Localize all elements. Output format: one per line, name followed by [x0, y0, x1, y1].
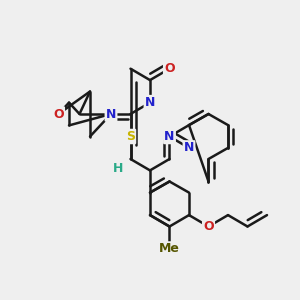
- Text: Me: Me: [159, 242, 180, 256]
- Text: N: N: [106, 107, 116, 121]
- Text: H: H: [113, 162, 124, 175]
- Text: O: O: [164, 62, 175, 75]
- Text: S: S: [126, 130, 135, 143]
- Text: N: N: [184, 141, 194, 154]
- Text: N: N: [164, 130, 175, 143]
- Text: O: O: [53, 107, 64, 121]
- Text: N: N: [145, 96, 155, 109]
- Text: O: O: [203, 220, 214, 233]
